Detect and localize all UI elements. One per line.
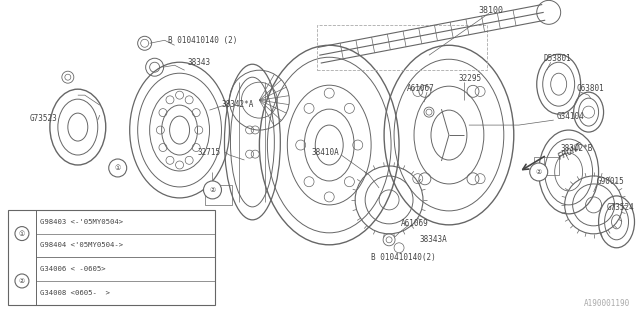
Text: ①: ① (19, 231, 25, 236)
Text: A190001190: A190001190 (584, 299, 630, 308)
Bar (8, 210, 216, 305)
Text: G34008 <0605-  >: G34008 <0605- > (40, 290, 110, 296)
Text: A61069: A61069 (401, 219, 429, 228)
Text: ②: ② (536, 169, 542, 175)
Text: C63801: C63801 (577, 84, 604, 93)
Bar (534, 157, 559, 175)
Circle shape (530, 163, 548, 181)
Text: ②: ② (209, 187, 216, 193)
Text: 38100: 38100 (478, 6, 503, 15)
Text: A61067: A61067 (407, 84, 435, 93)
Text: ②: ② (19, 278, 25, 284)
Text: G98404 <'05MY0504->: G98404 <'05MY0504-> (40, 243, 123, 248)
Text: 38342*B: 38342*B (561, 144, 593, 153)
Text: 32715: 32715 (198, 148, 221, 156)
Text: B 010410140 (2): B 010410140 (2) (168, 36, 237, 45)
Text: 38343A: 38343A (419, 235, 447, 244)
Text: G34006 < -0605>: G34006 < -0605> (40, 266, 106, 272)
Text: ①: ① (115, 165, 121, 171)
Bar (317, 25, 487, 70)
Circle shape (15, 227, 29, 241)
Text: B 010410140(2): B 010410140(2) (371, 253, 436, 262)
Text: D53801: D53801 (544, 54, 572, 63)
Text: 38343: 38343 (188, 58, 211, 67)
Text: G90015: G90015 (596, 178, 625, 187)
Text: 38410A: 38410A (311, 148, 339, 156)
Circle shape (109, 159, 127, 177)
Circle shape (204, 181, 221, 199)
Text: G73524: G73524 (607, 204, 634, 212)
Text: G73523: G73523 (30, 114, 58, 123)
Text: G34104: G34104 (557, 112, 584, 121)
Text: G98403 <-'05MY0504>: G98403 <-'05MY0504> (40, 219, 123, 225)
Text: 38342*A: 38342*A (221, 100, 254, 108)
Circle shape (15, 274, 29, 288)
Text: 32295: 32295 (459, 74, 482, 83)
Bar (205, 185, 232, 205)
Text: FRONT: FRONT (557, 142, 585, 162)
